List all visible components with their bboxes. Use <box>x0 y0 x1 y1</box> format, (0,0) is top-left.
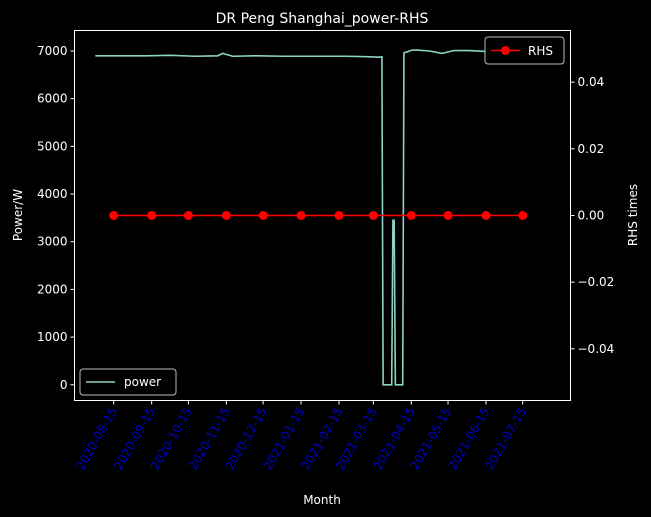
series-rhs-point <box>406 211 416 220</box>
series-rhs-point <box>368 211 378 220</box>
series-rhs-point <box>109 211 119 220</box>
chart-title: DR Peng Shanghai_power-RHS <box>216 11 429 27</box>
left-tick-label: 0 <box>60 378 68 392</box>
series-rhs-point <box>334 211 344 220</box>
series-power-line <box>95 46 523 386</box>
left-tick-label: 7000 <box>37 44 68 58</box>
left-tick-label: 1000 <box>37 330 68 344</box>
left-axis: 0 1000 2000 3000 4000 5000 6000 7000 <box>37 44 75 392</box>
legend-rhs-box <box>484 36 565 65</box>
series-rhs-point <box>296 211 306 220</box>
legend-rhs-label: RHS <box>528 44 553 58</box>
series-rhs-point <box>183 211 193 220</box>
right-axis: −0.04 −0.02 0.00 0.02 0.04 <box>570 75 615 356</box>
left-axis-label: Power/W <box>11 189 25 241</box>
series-layer <box>95 46 528 386</box>
left-tick-label: 5000 <box>37 139 68 153</box>
x-axis: 2020-08-152020-09-152020-10-152020-11-15… <box>73 400 529 472</box>
series-rhs-point <box>147 211 157 220</box>
left-tick-label: 3000 <box>37 235 68 249</box>
right-tick-label: −0.02 <box>578 275 615 289</box>
right-axis-label: RHS times <box>626 184 640 246</box>
right-tick-label: −0.04 <box>578 342 615 356</box>
legend-power: power <box>79 368 177 396</box>
legend-rhs: RHS <box>484 36 565 65</box>
series-rhs-point <box>443 211 453 220</box>
legend-power-box <box>79 368 177 396</box>
x-axis-label: Month <box>303 493 341 507</box>
right-tick-label: 0.02 <box>578 142 605 156</box>
right-tick-label: 0.04 <box>578 75 605 89</box>
series-rhs-point <box>481 211 491 220</box>
left-tick-label: 2000 <box>37 282 68 296</box>
legend-power-label: power <box>124 375 161 389</box>
series-rhs-point <box>518 211 528 220</box>
series-rhs-point <box>258 211 268 220</box>
legend-rhs-marker <box>501 46 510 55</box>
left-tick-label: 4000 <box>37 187 68 201</box>
series-rhs-point <box>221 211 231 220</box>
left-tick-label: 6000 <box>37 92 68 106</box>
right-tick-label: 0.00 <box>578 209 605 223</box>
